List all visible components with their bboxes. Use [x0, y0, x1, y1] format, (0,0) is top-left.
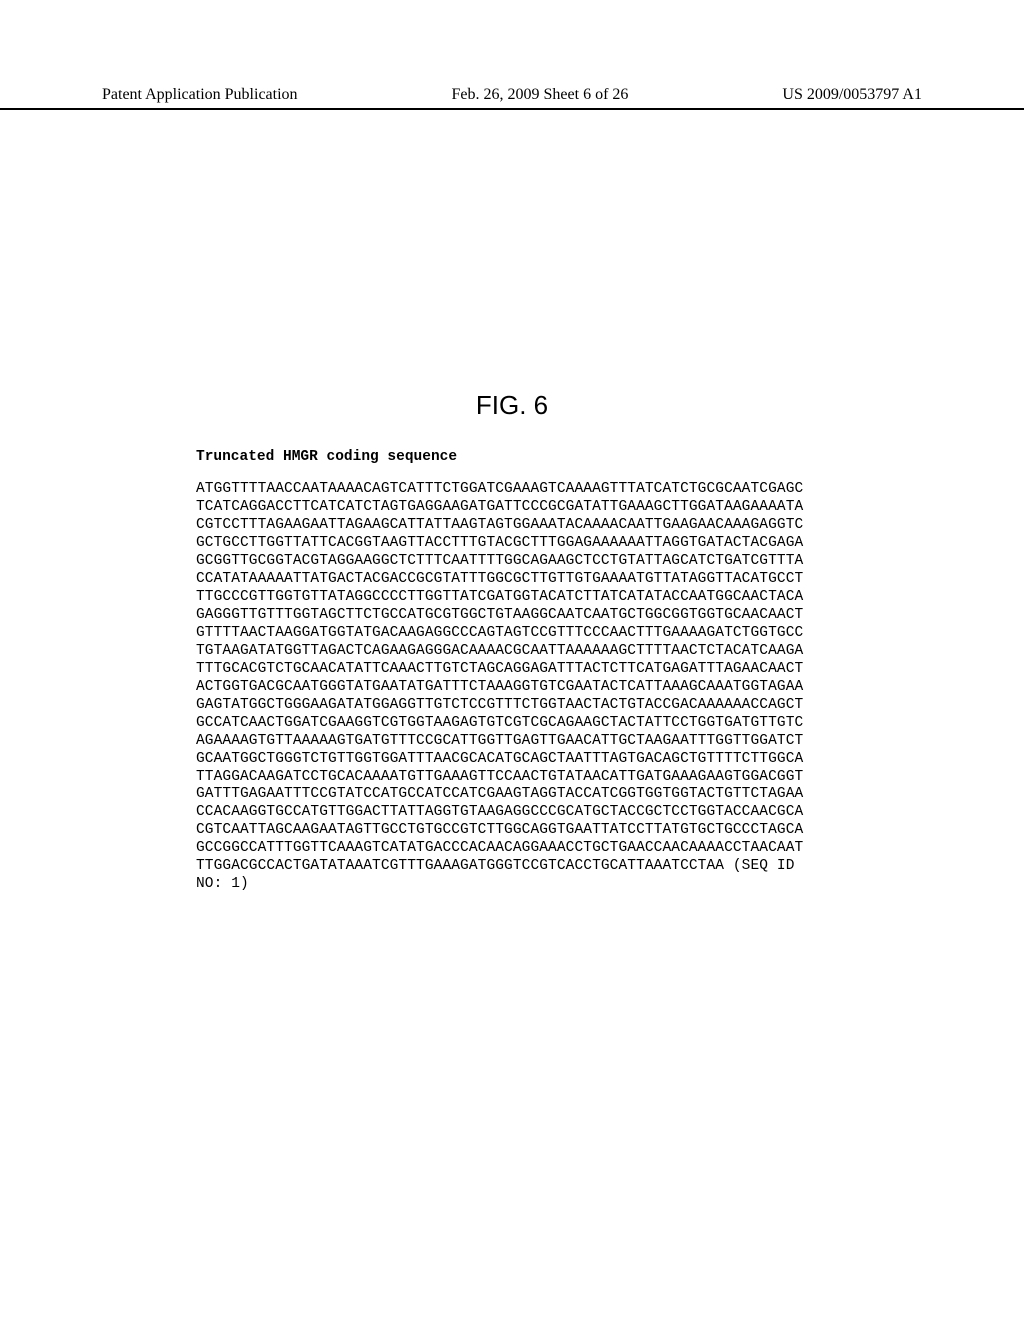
sequence-block: ATGGTTTTAACCAATAAAACAGTCATTTCTGGATCGAAAG… — [196, 481, 922, 894]
header-publication-type: Patent Application Publication — [102, 86, 298, 104]
header-application-number: US 2009/0053797 A1 — [782, 86, 922, 104]
figure-label: FIG. 6 — [0, 390, 1024, 421]
sequence-title: Truncated HMGR coding sequence — [196, 449, 1024, 465]
header-date-sheet: Feb. 26, 2009 Sheet 6 of 26 — [452, 86, 629, 104]
page-header: Patent Application Publication Feb. 26, … — [0, 0, 1024, 110]
